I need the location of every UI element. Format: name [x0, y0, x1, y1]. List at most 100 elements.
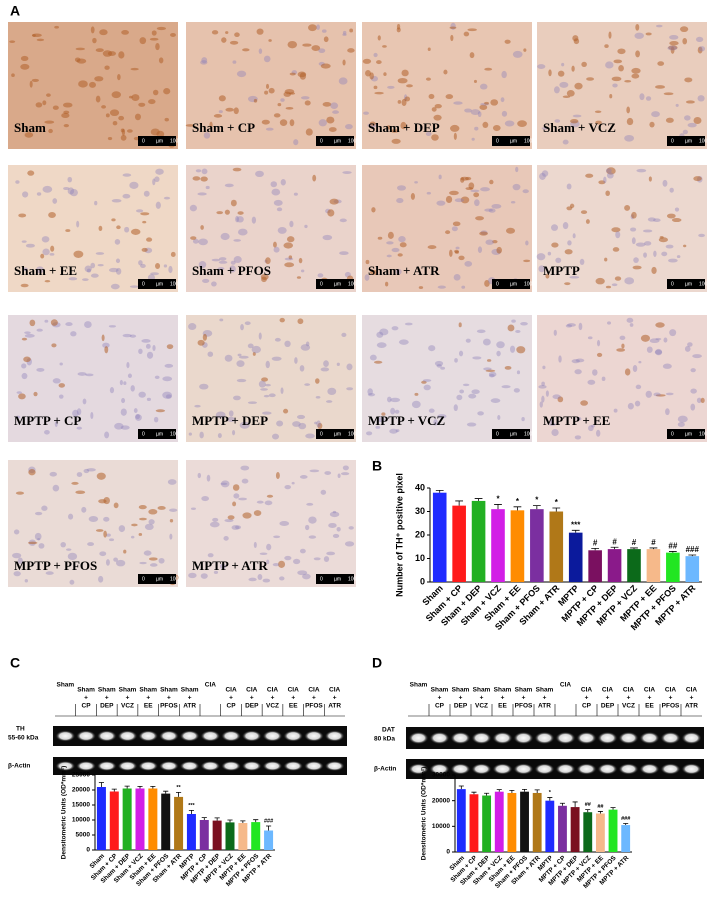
cell — [395, 429, 400, 433]
cell — [482, 121, 489, 129]
cell — [667, 45, 678, 51]
cell — [571, 359, 580, 364]
cell — [665, 392, 674, 396]
cell — [36, 38, 45, 42]
cell — [229, 40, 239, 45]
cell — [168, 265, 173, 274]
cell — [41, 236, 50, 243]
blot-band — [597, 731, 618, 745]
scale-bar-label: 100 — [699, 138, 708, 144]
cell — [104, 65, 110, 70]
lane-label: CIA — [644, 687, 656, 694]
bar — [583, 812, 593, 852]
cell — [146, 351, 154, 359]
lane-label: + — [250, 695, 254, 702]
cell — [453, 274, 461, 281]
cell — [318, 48, 326, 54]
cell — [190, 507, 196, 510]
cell — [662, 179, 668, 187]
cell — [305, 128, 313, 136]
lane-label: + — [543, 695, 547, 702]
cell — [226, 416, 236, 423]
cell — [515, 329, 521, 333]
cell — [124, 226, 130, 233]
cell — [203, 132, 211, 139]
cell — [477, 246, 483, 254]
cell — [669, 329, 677, 337]
blot-band — [221, 730, 242, 742]
blot-band — [450, 731, 471, 745]
cell — [365, 259, 370, 265]
cell — [677, 415, 688, 423]
cell — [293, 139, 299, 146]
error-bar — [494, 504, 502, 510]
scale-bar-label: 0 — [671, 431, 674, 437]
scale-bar — [492, 429, 530, 439]
lane-label: PFOS — [305, 703, 323, 710]
cell — [107, 137, 113, 141]
micrograph-bg — [8, 315, 178, 442]
cell — [59, 362, 63, 366]
cell — [612, 247, 620, 252]
cell — [154, 176, 160, 183]
cell — [219, 257, 227, 261]
lane-label: + — [84, 695, 88, 702]
cell — [271, 433, 280, 440]
y-tick-label: 0 — [446, 849, 450, 856]
bar — [627, 549, 641, 582]
lane-label: DEP — [100, 703, 114, 710]
cell — [207, 553, 214, 558]
cell — [233, 256, 242, 264]
blot-band — [117, 760, 138, 772]
cell — [279, 317, 285, 323]
y-tick-label: 0 — [420, 576, 425, 586]
cell — [253, 510, 262, 516]
cell — [369, 269, 378, 275]
cell — [576, 417, 582, 421]
cell — [676, 255, 681, 259]
cell — [401, 98, 407, 107]
lane-label: + — [480, 695, 484, 702]
cell — [135, 414, 142, 421]
cell — [669, 187, 674, 193]
cell — [17, 557, 23, 564]
cell — [63, 124, 69, 128]
cell — [449, 26, 457, 29]
scale-bar-label: 100 — [524, 138, 533, 144]
cell — [655, 322, 665, 328]
cell — [398, 339, 409, 345]
cell — [653, 392, 661, 397]
cell — [144, 523, 154, 531]
lane-label: EE — [498, 703, 507, 710]
cell — [266, 543, 272, 551]
cell — [569, 276, 580, 279]
cell — [655, 24, 663, 28]
cell — [126, 129, 133, 133]
cell — [142, 220, 147, 224]
cell — [551, 242, 559, 248]
cell — [474, 126, 479, 131]
cell — [396, 185, 407, 191]
cell — [24, 331, 31, 335]
cell — [387, 396, 392, 403]
cell — [365, 70, 371, 77]
cell — [87, 542, 94, 547]
cell — [434, 360, 444, 367]
cell — [369, 354, 377, 361]
cell — [13, 529, 20, 535]
cell — [120, 128, 125, 133]
cell — [138, 533, 143, 536]
cell — [297, 570, 308, 576]
cell — [54, 25, 59, 29]
cell — [198, 261, 207, 269]
cell — [655, 348, 663, 356]
cell — [341, 332, 347, 337]
cell — [376, 60, 382, 65]
bar — [199, 820, 209, 850]
cell — [158, 557, 165, 564]
cell — [663, 337, 668, 343]
cell — [209, 121, 213, 129]
cell — [326, 551, 336, 556]
cell — [85, 373, 94, 377]
